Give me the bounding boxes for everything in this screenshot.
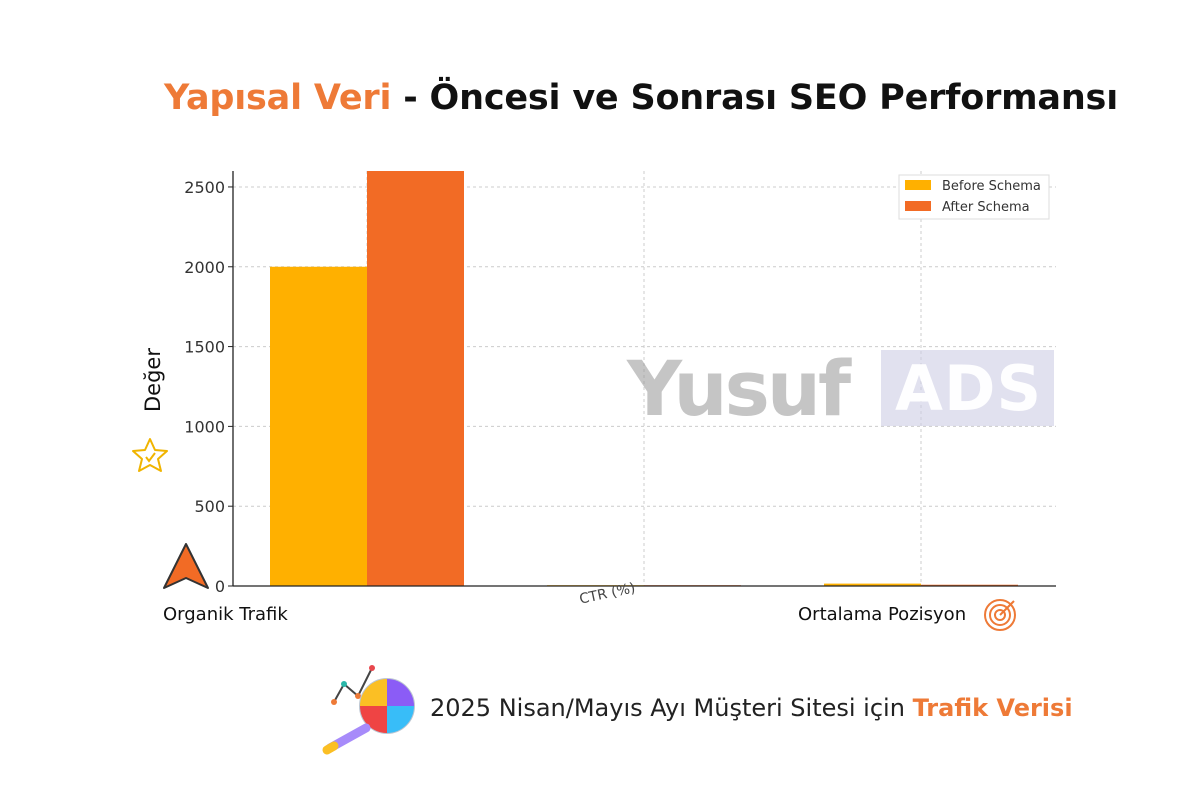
y-ticks: 0 500 1000 1500 2000 2500 [184,178,233,596]
category-label-ortalama-pozisyon: Ortalama Pozisyon [798,604,967,625]
bar-after-0 [367,171,464,586]
legend: Before Schema After Schema [898,174,1050,220]
y-tick-label: 2500 [184,178,225,197]
chart-magnifier-icon [322,665,415,755]
category-label-organik-trafik: Organik Trafik [163,604,288,625]
footer-caption: 2025 Nisan/Mayıs Ayı Müşteri Sitesi için… [430,694,1073,722]
watermark-logo: Yusuf ADS [627,344,1057,433]
up-arrow-icon [163,543,209,589]
legend-label-before: Before Schema [942,179,1041,194]
bars [270,171,1018,586]
page-title-accent: Yapısal Veri [164,78,392,118]
y-tick-label: 2000 [184,258,225,277]
legend-swatch-after [905,201,931,211]
watermark-right: ADS [895,352,1043,425]
target-icon [984,599,1016,631]
watermark-box [881,350,1054,426]
legend-label-after: After Schema [942,200,1030,215]
axes [232,171,1056,587]
page-title-rest: - Öncesi ve Sonrası SEO Performansı [391,78,1118,118]
bar-before-0 [270,266,367,586]
watermark-left: Yusuf [627,344,851,433]
y-tick-label: 0 [215,577,225,596]
footer-accent: Trafik Verisi [912,694,1073,722]
y-tick-label: 500 [194,497,225,516]
y-tick-label: 1000 [184,417,225,436]
bar-before-2 [824,583,921,586]
y-tick-label: 1500 [184,338,225,357]
star-icon [132,438,168,472]
footer-text: 2025 Nisan/Mayıs Ayı Müşteri Sitesi için [430,694,913,722]
y-axis-label: Değer [141,348,165,412]
legend-swatch-before [905,180,931,190]
page-title: Yapısal Veri - Öncesi ve Sonrası SEO Per… [0,78,1118,118]
